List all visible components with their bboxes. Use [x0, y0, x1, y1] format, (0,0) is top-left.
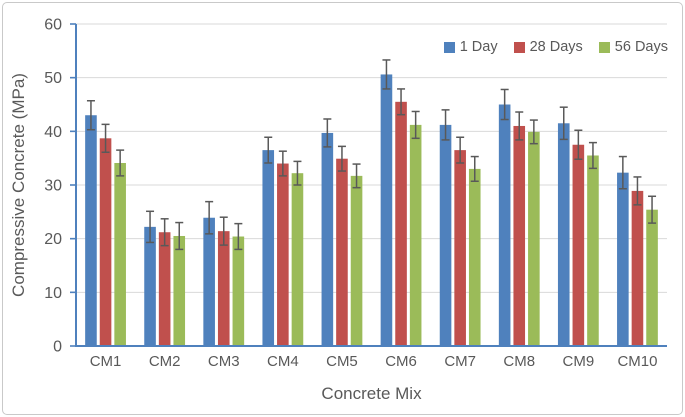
- legend-swatch-28-days: [513, 41, 525, 53]
- bar-CM7-56-days: [468, 168, 481, 346]
- bar-CM10-56-days: [646, 209, 658, 346]
- legend-label-1-day: 1 Day: [459, 39, 498, 55]
- bar-CM9-56-days: [587, 155, 599, 346]
- bar-CM2-1-day: [144, 226, 156, 346]
- y-tick-label: 0: [53, 339, 62, 356]
- category-label-cm1: CM1: [90, 353, 122, 370]
- bar-CM5-56-days: [350, 175, 363, 346]
- bar-CM4-28-days: [277, 163, 289, 346]
- legend-swatch-56-days: [598, 41, 610, 53]
- category-label-cm10: CM10: [617, 353, 657, 370]
- y-tick-label: 60: [44, 17, 62, 34]
- legend: 1 Day 28 Days 56 Days: [443, 39, 668, 55]
- bar-CM9-28-days: [572, 144, 585, 346]
- category-label-cm8: CM8: [503, 353, 535, 370]
- bar-CM3-1-day: [203, 217, 215, 346]
- x-axis-title: Concrete Mix: [321, 384, 422, 403]
- bar-CM2-28-days: [158, 232, 171, 346]
- category-label-cm3: CM3: [208, 353, 240, 370]
- y-tick-label: 40: [44, 124, 62, 141]
- bar-CM8-1-day: [498, 104, 511, 346]
- bar-CM4-1-day: [262, 150, 275, 346]
- category-label-cm2: CM2: [149, 353, 181, 370]
- legend-item-56-days: 56 Days: [598, 39, 668, 55]
- category-label-cm5: CM5: [326, 353, 358, 370]
- y-axis-title: Compressive Concrete (MPa): [9, 73, 28, 297]
- bar-CM7-28-days: [454, 150, 466, 346]
- bar-CM6-56-days: [409, 124, 422, 346]
- bar-CM3-28-days: [217, 231, 230, 346]
- y-tick-label: 50: [44, 70, 62, 87]
- bar-CM7-1-day: [439, 124, 452, 346]
- bar-CM9-1-day: [557, 123, 570, 347]
- bar-CM5-1-day: [321, 132, 334, 346]
- bar-CM8-28-days: [513, 125, 526, 346]
- bar-CM4-56-days: [291, 173, 304, 346]
- y-tick-label: 10: [44, 285, 62, 302]
- y-tick-label: 30: [44, 178, 62, 195]
- bar-CM6-1-day: [380, 74, 393, 347]
- bar-CM10-1-day: [617, 172, 629, 346]
- bar-CM5-28-days: [336, 158, 348, 346]
- category-label-cm6: CM6: [385, 353, 417, 370]
- bar-CM1-28-days: [99, 138, 112, 346]
- bar-CM3-56-days: [232, 236, 245, 346]
- bar-CM1-1-day: [85, 115, 97, 346]
- legend-item-28-days: 28 Days: [513, 39, 583, 55]
- bar-CM1-56-days: [114, 162, 126, 346]
- y-tick-label: 20: [44, 231, 62, 248]
- legend-swatch-1-day: [443, 41, 455, 53]
- bar-CM6-28-days: [395, 101, 407, 346]
- legend-label-56-days: 56 Days: [614, 39, 668, 55]
- category-label-cm7: CM7: [444, 353, 476, 370]
- bar-CM10-28-days: [631, 190, 644, 346]
- category-label-cm9: CM9: [563, 353, 595, 370]
- legend-label-28-days: 28 Days: [529, 39, 583, 55]
- category-label-cm4: CM4: [267, 353, 299, 370]
- bar-CM8-56-days: [528, 131, 540, 346]
- legend-item-1-day: 1 Day: [443, 39, 498, 55]
- bar-CM2-56-days: [173, 235, 186, 346]
